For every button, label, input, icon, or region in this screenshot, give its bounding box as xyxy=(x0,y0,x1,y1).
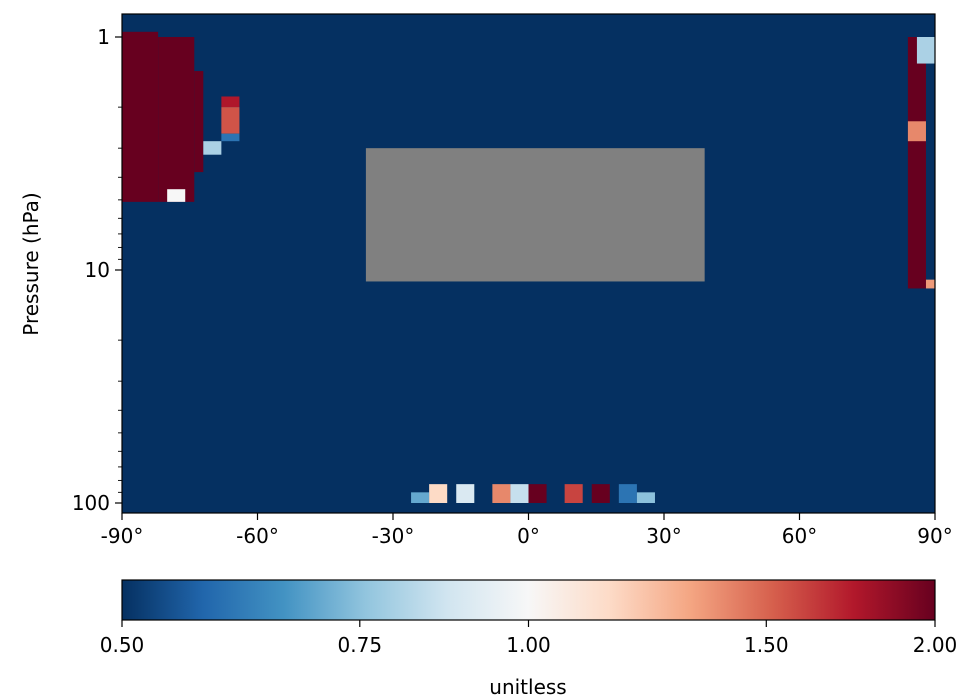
colorbar-tick-label: 0.75 xyxy=(338,633,383,657)
x-tick-label: 30° xyxy=(646,524,681,548)
x-tick-label: 90° xyxy=(917,524,952,548)
y-tick-label: 100 xyxy=(72,491,110,515)
heatmap-cell-4 xyxy=(221,96,240,108)
heatmap-cell-17 xyxy=(528,484,547,503)
plot-area xyxy=(121,13,936,514)
heatmap-cell-12 xyxy=(411,492,430,503)
heatmap-cells xyxy=(122,31,935,503)
x-tick-label: -30° xyxy=(372,524,415,548)
heatmap-cell-0 xyxy=(122,31,159,202)
colorbar-gradient xyxy=(121,579,936,621)
heatmap-cell-3 xyxy=(203,141,222,155)
heatmap-cell-13 xyxy=(429,484,448,503)
x-tick-label: 60° xyxy=(782,524,817,548)
colorbar: 0.50 0.75 1.00 1.50 2.00 unitless xyxy=(100,579,958,699)
heatmap-cell-18 xyxy=(564,484,583,503)
heatmap-cell-6 xyxy=(221,133,240,142)
heatmap-cell-2 xyxy=(194,71,204,173)
x-axis: -90° -60° -30° 0° 30° 60° 90° xyxy=(101,513,953,548)
y-axis: 1 10 100 xyxy=(72,25,122,515)
heatmap-cell-5 xyxy=(221,107,240,134)
heatmap-cell-14 xyxy=(456,484,475,503)
heatmap-cell-1 xyxy=(158,37,195,202)
colorbar-tick-label: 1.50 xyxy=(744,633,789,657)
colorbar-tick-label: 0.50 xyxy=(100,633,145,657)
y-tick-label: 10 xyxy=(85,258,110,282)
heatmap-cell-15 xyxy=(492,484,511,503)
heatmap-cell-21 xyxy=(636,492,655,503)
y-axis-title: Pressure (hPa) xyxy=(19,192,43,335)
heatmap-cell-9 xyxy=(916,37,935,64)
x-tick-label: -60° xyxy=(236,524,279,548)
heatmap-cell-10 xyxy=(907,121,926,142)
colorbar-label: unitless xyxy=(489,675,566,699)
colorbar-tick-label: 1.00 xyxy=(506,633,551,657)
x-tick-label: 0° xyxy=(517,524,540,548)
x-tick-label: -90° xyxy=(101,524,144,548)
missing-data-layer xyxy=(365,148,705,282)
heatmap-cell-20 xyxy=(618,484,637,503)
colorbar-tick-label: 2.00 xyxy=(913,633,958,657)
heatmap-cell-19 xyxy=(591,484,610,503)
missing-region-0 xyxy=(365,148,705,282)
y-tick-label: 1 xyxy=(97,25,110,49)
heatmap-cell-8 xyxy=(907,37,926,289)
heatmap-cell-16 xyxy=(510,484,529,503)
heatmap-cell-11 xyxy=(925,279,935,289)
colorbar-ticks: 0.50 0.75 1.00 1.50 2.00 xyxy=(100,620,958,657)
heatmap-cell-7 xyxy=(167,189,186,202)
